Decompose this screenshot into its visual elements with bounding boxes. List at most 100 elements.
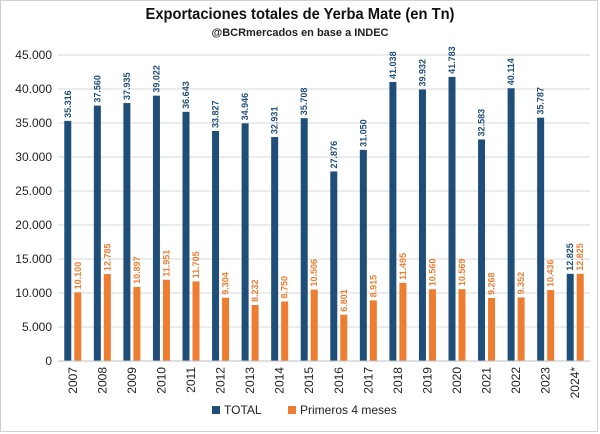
bar-primeros-4-meses (310, 289, 318, 361)
data-label-total: 12.825 (565, 243, 575, 271)
legend-label: TOTAL (224, 403, 262, 417)
data-label-primeros-4-meses: 10.436 (546, 260, 556, 288)
bar-total (93, 105, 101, 361)
bar-primeros-4-meses (488, 297, 496, 361)
bar-primeros-4-meses (547, 290, 555, 361)
data-label-primeros-4-meses: 6.801 (339, 289, 349, 312)
data-label-total: 35.708 (299, 88, 309, 116)
x-tick-label: 2007 (66, 367, 80, 394)
bar-primeros-4-meses (399, 282, 407, 361)
bar-total (212, 130, 220, 361)
bar-total (418, 89, 426, 361)
legend-swatch (212, 406, 220, 414)
bar-primeros-4-meses (103, 274, 111, 361)
x-tick-label: 2022 (509, 367, 523, 394)
data-label-total: 33.827 (211, 100, 221, 128)
data-label-total: 35.316 (63, 90, 73, 118)
bar-primeros-4-meses (192, 281, 200, 361)
bar-total (507, 88, 515, 362)
bar-total (182, 111, 190, 361)
data-label-total: 32.931 (270, 107, 280, 135)
bar-primeros-4-meses (369, 300, 377, 361)
data-label-primeros-4-meses: 12.785 (102, 244, 112, 272)
data-label-primeros-4-meses: 10.506 (309, 259, 319, 287)
data-label-primeros-4-meses: 10.569 (457, 259, 467, 287)
bar-total (566, 273, 574, 361)
y-tick-label: 30.000 (15, 150, 52, 164)
bar-total (537, 117, 545, 361)
data-label-total: 36.643 (181, 81, 191, 109)
bar-total (389, 81, 397, 362)
bar-primeros-4-meses (428, 289, 436, 361)
bar-total (330, 171, 338, 361)
x-tick-label: 2010 (154, 367, 168, 394)
data-label-primeros-4-meses: 11.705 (191, 251, 201, 278)
y-tick-label: 15.000 (15, 252, 52, 266)
y-tick-label: 45.000 (15, 48, 52, 62)
x-tick-label: 2013 (243, 367, 257, 394)
bar-primeros-4-meses (162, 279, 170, 361)
y-tick-label: 0 (45, 354, 52, 368)
bar-total (359, 149, 367, 361)
data-label-total: 34.946 (240, 93, 250, 121)
x-tick-label: 2015 (302, 367, 316, 394)
data-label-total: 39.932 (417, 59, 427, 87)
bar-total (448, 76, 456, 361)
x-tick-label: 2021 (480, 367, 494, 394)
bar-primeros-4-meses (222, 297, 230, 361)
bar-total (123, 103, 131, 362)
y-tick-label: 5.000 (22, 320, 52, 334)
data-label-primeros-4-meses: 12.825 (575, 243, 585, 271)
bar-primeros-4-meses (251, 305, 259, 361)
data-label-total: 37.560 (92, 75, 102, 103)
chart-subtitle: @BCRmercados en base a INDEC (211, 27, 389, 39)
bar-primeros-4-meses (281, 301, 289, 361)
y-tick-label: 25.000 (15, 184, 52, 198)
data-label-total: 27.876 (329, 141, 339, 169)
data-label-primeros-4-meses: 10.897 (132, 256, 142, 284)
y-tick-label: 40.000 (15, 82, 52, 96)
y-tick-label: 10.000 (15, 286, 52, 300)
y-tick-label: 20.000 (15, 218, 52, 232)
bar-total (300, 118, 308, 361)
legend-label: Primeros 4 meses (300, 403, 397, 417)
data-label-primeros-4-meses: 11.495 (398, 253, 408, 280)
x-tick-label: 2020 (450, 367, 464, 394)
x-tick-label: 2008 (95, 367, 109, 394)
x-tick-label: 2023 (539, 367, 553, 394)
data-label-total: 41.038 (388, 51, 398, 79)
data-label-total: 41.783 (447, 46, 457, 74)
data-label-total: 35.787 (536, 87, 546, 115)
bar-primeros-4-meses (74, 292, 82, 361)
bar-primeros-4-meses (133, 286, 141, 361)
x-tick-label: 2009 (125, 367, 139, 394)
bar-total (478, 139, 486, 361)
bar-total (241, 123, 249, 361)
x-tick-label: 2016 (332, 367, 346, 394)
x-tick-label: 2011 (184, 367, 198, 393)
data-label-primeros-4-meses: 10.100 (73, 262, 83, 290)
data-label-primeros-4-meses: 10.560 (427, 259, 437, 287)
data-label-primeros-4-meses: 8.232 (250, 279, 260, 302)
data-label-total: 31.050 (358, 119, 368, 147)
data-label-total: 37.935 (122, 73, 132, 101)
bar-total (64, 120, 72, 361)
data-label-primeros-4-meses: 9.304 (221, 272, 231, 295)
x-tick-label: 2014 (273, 367, 287, 394)
bar-primeros-4-meses (458, 289, 466, 361)
x-tick-label: 2024* (568, 367, 582, 399)
x-tick-label: 2018 (391, 367, 405, 394)
bar-total (271, 137, 279, 361)
data-label-primeros-4-meses: 11.951 (161, 250, 171, 277)
x-tick-label: 2017 (361, 367, 375, 394)
data-label-primeros-4-meses: 9.352 (516, 272, 526, 295)
bar-primeros-4-meses (517, 297, 525, 361)
data-label-primeros-4-meses: 8.750 (280, 276, 290, 299)
data-label-primeros-4-meses: 9.268 (487, 272, 497, 295)
chart-title: Exportaciones totales de Yerba Mate (en … (145, 6, 455, 23)
y-tick-label: 35.000 (15, 116, 52, 130)
x-tick-label: 2012 (214, 367, 228, 394)
data-label-total: 40.114 (506, 58, 516, 85)
bar-primeros-4-meses (340, 314, 348, 361)
